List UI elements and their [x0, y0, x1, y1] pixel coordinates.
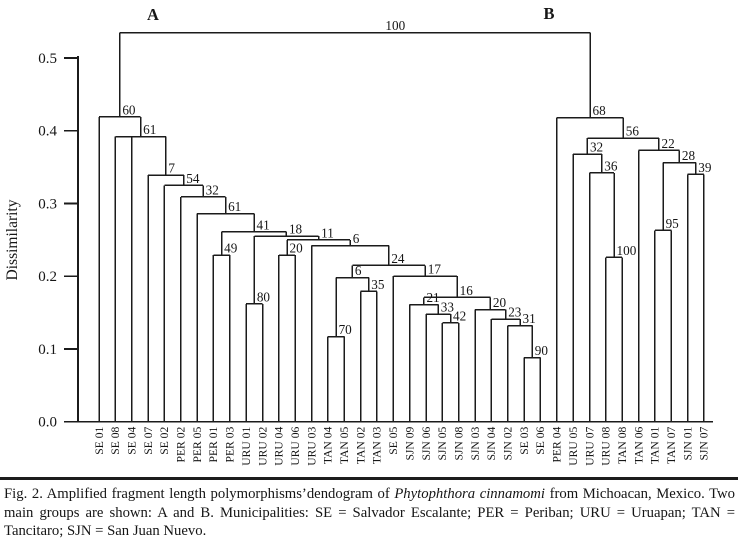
- leaf-label: URU 08: [600, 427, 613, 466]
- leaf-label: PER 03: [224, 427, 237, 463]
- support-value: 49: [224, 241, 238, 256]
- y-tick-label: 0.2: [38, 269, 57, 285]
- support-value: 7: [168, 161, 175, 176]
- support-value: 90: [535, 343, 549, 358]
- leaf-label: URU 06: [289, 427, 302, 466]
- leaf-label: URU 02: [256, 427, 269, 466]
- y-tick-label: 0.4: [38, 124, 57, 140]
- leaf-label: SE 03: [518, 427, 531, 455]
- leaf-label: PER 04: [551, 427, 564, 463]
- support-value: 61: [228, 199, 241, 214]
- caption-divider: [0, 477, 738, 480]
- support-value: 16: [460, 283, 474, 298]
- support-value: 41: [257, 217, 270, 232]
- leaf-label: PER 02: [175, 427, 188, 463]
- leaf-label: URU 07: [583, 427, 596, 466]
- support-value: 56: [626, 124, 640, 139]
- support-value: 95: [666, 216, 680, 231]
- caption-species-name: Phytophthora cinnamomi: [394, 486, 545, 502]
- leaf-label: SJN 09: [403, 427, 416, 461]
- y-tick-label: 0.5: [38, 51, 57, 67]
- support-value: 36: [604, 158, 618, 173]
- leaf-label: TAN 01: [649, 426, 662, 464]
- leaf-label: SE 04: [126, 427, 139, 455]
- y-tick-label: 0.3: [38, 196, 57, 212]
- leaf-label: SE 08: [109, 427, 122, 455]
- support-value: 11: [321, 225, 334, 240]
- caption-text-start: Fig. 2. Amplified fragment length polymo…: [4, 486, 395, 502]
- support-value: 6: [355, 263, 362, 278]
- support-value: 42: [453, 308, 466, 323]
- support-value: 39: [698, 160, 712, 175]
- support-value: 61: [143, 122, 156, 137]
- leaf-label: TAN 06: [632, 426, 645, 464]
- support-value: 23: [508, 305, 522, 320]
- support-value: 32: [590, 140, 603, 155]
- leaf-label: SJN 02: [502, 427, 515, 461]
- support-value: 68: [593, 103, 607, 118]
- group-label-b: B: [543, 4, 554, 23]
- leaf-label: URU 01: [240, 427, 253, 466]
- leaf-label: SE 05: [387, 427, 400, 455]
- leaf-label: TAN 08: [616, 426, 629, 464]
- leaf-label: PER 05: [191, 427, 204, 463]
- support-value: 28: [682, 148, 696, 163]
- support-value: 18: [289, 222, 303, 237]
- leaf-label: SJN 01: [681, 427, 694, 461]
- support-value: 17: [428, 262, 442, 277]
- leaf-label: TAN 07: [665, 426, 678, 464]
- leaf-label: SJN 07: [698, 427, 711, 461]
- group-label-a: A: [147, 5, 159, 24]
- support-value: 70: [339, 322, 353, 337]
- leaf-label: SJN 06: [420, 427, 433, 461]
- leaf-label: SJN 08: [453, 427, 466, 461]
- support-value: 100: [385, 18, 405, 33]
- support-value: 24: [391, 251, 405, 266]
- support-value: 35: [371, 277, 385, 292]
- support-value: 80: [257, 289, 271, 304]
- figure-caption: Fig. 2. Amplified fragment length polymo…: [0, 485, 738, 541]
- support-value: 32: [206, 182, 219, 197]
- support-value: 100: [617, 243, 637, 258]
- y-tick-label: 0.1: [38, 342, 57, 358]
- leaf-label: TAN 05: [338, 426, 351, 464]
- y-axis-title: Dissimilarity: [4, 199, 21, 280]
- support-value: 60: [122, 102, 136, 117]
- leaf-label: URU 04: [273, 427, 286, 466]
- support-value: 20: [493, 295, 507, 310]
- leaf-label: SE 02: [158, 427, 171, 455]
- leaf-label: SJN 04: [485, 427, 498, 461]
- dendrogram-plot-area: 0.5 0.4 0.3 0.2 0.1 0.0 Dissimilarity A B SE 01 SE…: [4, 4, 713, 466]
- caption-text-end: from Michoacan, Mexico. Two main groups …: [4, 486, 735, 540]
- leaf-label: PER 01: [207, 427, 220, 463]
- y-tick-label: 0.0: [38, 415, 57, 431]
- support-value: 33: [441, 300, 455, 315]
- leaf-label: SJN 03: [469, 427, 482, 461]
- support-value: 22: [661, 136, 674, 151]
- support-value: 6: [353, 231, 360, 246]
- leaf-label: TAN 03: [371, 426, 384, 464]
- leaf-label: TAN 02: [354, 426, 367, 464]
- support-value: 20: [290, 241, 304, 256]
- leaf-label: URU 05: [567, 427, 580, 466]
- leaf-label: URU 03: [305, 427, 318, 466]
- leaf-label: SE 06: [534, 427, 547, 455]
- leaf-label: TAN 04: [322, 426, 335, 464]
- leaf-label: SJN 05: [436, 427, 449, 461]
- support-value: 54: [186, 171, 200, 186]
- support-value: 31: [523, 311, 536, 326]
- leaf-label: SE 01: [93, 427, 106, 455]
- leaf-label: SE 07: [142, 427, 155, 455]
